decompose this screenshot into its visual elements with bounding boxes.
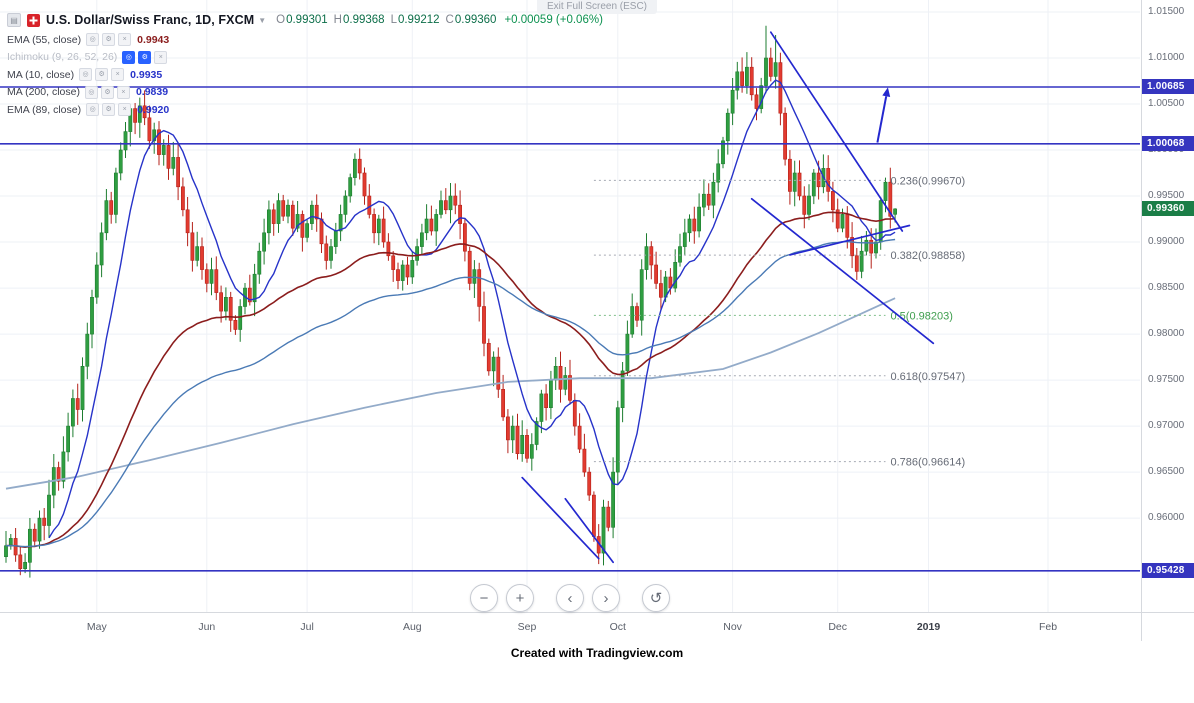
close-icon[interactable]: ×	[116, 85, 130, 99]
time-axis-label: Jul	[300, 621, 314, 633]
candlestick-chart[interactable]: 0.236(0.99670) 0.382(0.98858) 0.5(0.98203)…	[0, 0, 1140, 612]
eye-icon[interactable]: ◎	[84, 85, 98, 99]
indicator-row-ema89: EMA (89, close) ◎ ⚙ × 0.9920	[7, 101, 173, 119]
indicator-legend: EMA (55, close) ◎ ⚙ × 0.9943 Ichimoku (9…	[7, 31, 173, 119]
price-label: 1.00068	[1142, 135, 1194, 151]
indicator-row-ema55: EMA (55, close) ◎ ⚙ × 0.9943	[7, 31, 173, 49]
price-tick-label: 0.98500	[1148, 282, 1185, 294]
up-arrow[interactable]	[876, 87, 891, 143]
price-tick-label: 0.99000	[1148, 236, 1185, 247]
close-icon[interactable]: ×	[111, 68, 125, 82]
fib-label: 0.382(0.98858)	[891, 250, 966, 262]
indicator-value: 0.9943	[137, 33, 170, 46]
settings-icon[interactable]: ⚙	[102, 33, 116, 47]
close-icon[interactable]: ×	[154, 50, 168, 64]
indicator-row-ma200: MA (200, close) ◎ ⚙ × 0.9839	[7, 84, 173, 102]
indicator-value: 0.9839	[135, 86, 169, 99]
eye-icon[interactable]: ◎	[122, 50, 136, 64]
close-label: C	[445, 14, 454, 26]
ema-55-line	[5, 211, 896, 549]
fib-label: 0.236(0.99670)	[891, 175, 966, 187]
zoom-out-button[interactable]: −	[470, 584, 498, 612]
time-axis-label: Nov	[723, 621, 742, 633]
price-axis[interactable]: 1.015001.010001.005001.000000.995000.990…	[1141, 0, 1194, 612]
close-value: 0.99360	[454, 14, 497, 26]
price-tick-label: 1.01500	[1148, 6, 1185, 17]
indicator-label: MA (10, close)	[7, 68, 75, 81]
settings-icon[interactable]: ⚙	[95, 68, 109, 82]
indicator-row-ma10: MA (10, close) ◎ ⚙ × 0.9935	[7, 66, 173, 84]
settings-icon[interactable]: ⚙	[100, 85, 114, 99]
time-axis-label: 2019	[916, 621, 941, 633]
time-axis-label: Aug	[402, 621, 422, 633]
eye-icon[interactable]: ◎	[79, 68, 93, 82]
swiss-flag-icon	[27, 13, 40, 27]
indicator-row-ichimoku: Ichimoku (9, 26, 52, 26) ◎ ⚙ ×	[7, 49, 173, 67]
fib-label: 0.5(0.98203)	[891, 310, 953, 322]
price-tick-label: 1.01000	[1148, 52, 1185, 63]
candles	[4, 25, 898, 578]
settings-icon[interactable]: ⚙	[102, 103, 116, 117]
ma-200-line	[5, 297, 896, 490]
time-axis-label: Dec	[828, 621, 848, 633]
close-icon[interactable]: ×	[118, 103, 132, 117]
fib-label: 0.786(0.96614)	[891, 457, 966, 469]
time-axis[interactable]: May Jun Jul Aug Sep Oct Nov Dec 2019 Feb	[0, 612, 1141, 641]
chart-plot-area[interactable]: 0.236(0.99670) 0.382(0.98858) 0.5(0.98203)…	[0, 0, 1140, 612]
indicator-label: Ichimoku (9, 26, 52, 26)	[7, 51, 118, 64]
open-value: 0.99301	[286, 14, 328, 26]
price-tick-label: 0.99500	[1148, 190, 1185, 201]
reset-chart-button[interactable]: ↺	[642, 584, 670, 612]
chart-nav-controls: − + ‹ › ↺	[0, 584, 1140, 612]
eye-icon[interactable]: ◎	[86, 33, 100, 47]
eye-icon[interactable]: ◎	[86, 103, 100, 117]
ema-89-line	[5, 238, 896, 548]
axis-corner	[1141, 612, 1194, 641]
layout-icon[interactable]: ▤	[7, 13, 21, 27]
price-tick-label: 0.96500	[1148, 466, 1185, 478]
time-axis-label: May	[86, 621, 107, 633]
change-value: +0.00059 (+0.06%)	[504, 14, 603, 26]
price-tick-label: 0.97000	[1148, 420, 1185, 432]
indicator-label: EMA (55, close)	[7, 33, 82, 46]
price-label: 1.00685	[1142, 79, 1194, 94]
indicator-value: 0.9935	[130, 68, 163, 81]
price-tick-label: 0.98000	[1148, 328, 1185, 340]
indicator-label: MA (200, close)	[7, 86, 80, 99]
pan-left-button[interactable]: ‹	[556, 584, 584, 612]
low-label: L	[390, 14, 397, 26]
price-label: 0.95428	[1142, 562, 1194, 578]
price-tick-label: 1.00500	[1148, 98, 1185, 109]
settings-icon[interactable]: ⚙	[138, 50, 152, 64]
grid	[0, 0, 1140, 612]
time-axis-label: Sep	[517, 621, 537, 633]
pan-right-button[interactable]: ›	[592, 584, 620, 612]
exit-fullscreen-tooltip: Exit Full Screen (ESC)	[536, 0, 658, 14]
open-label: O	[276, 14, 286, 26]
ohlc-readout: O 0.99301 H 0.99368 L 0.99212 C 0.99360 +0.0…	[276, 14, 603, 26]
price-tick-label: 0.97500	[1148, 374, 1185, 386]
time-axis-label: Oct	[609, 621, 626, 633]
low-value: 0.99212	[397, 14, 440, 26]
high-value: 0.99368	[342, 14, 385, 26]
close-icon[interactable]: ×	[118, 33, 132, 47]
indicator-value: 0.9920	[137, 103, 170, 116]
price-tick-label: 0.96000	[1148, 512, 1185, 524]
watermark-caption: Created with Tradingview.com	[510, 646, 684, 660]
horizontal-lines[interactable]	[0, 86, 1140, 572]
zoom-in-button[interactable]: +	[506, 584, 534, 612]
time-axis-label: Jun	[198, 621, 216, 633]
fib-label: 0.618(0.97547)	[891, 371, 966, 383]
symbol-title[interactable]: U.S. Dollar/Swiss Franc, 1D, FXCM	[46, 13, 255, 27]
chevron-down-icon[interactable]: ▼	[258, 15, 267, 25]
high-label: H	[333, 14, 342, 26]
price-label: 0.99360	[1142, 200, 1194, 216]
fib-retracement[interactable]: 0.236(0.99670) 0.382(0.98858) 0.5(0.98203)…	[593, 175, 966, 469]
time-axis-label: Feb	[1038, 621, 1058, 633]
indicator-label: EMA (89, close)	[7, 103, 82, 116]
ma-10-line	[48, 79, 896, 539]
trend-lines[interactable]	[521, 31, 935, 564]
